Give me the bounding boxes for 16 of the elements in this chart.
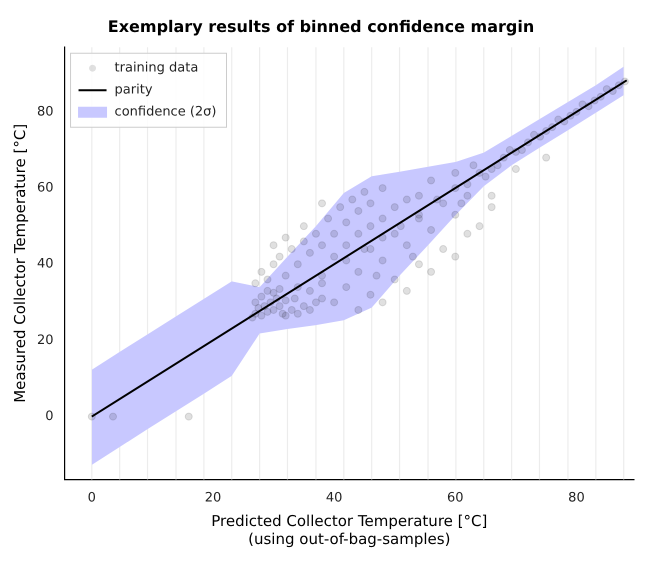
- x-tick-label: 0: [88, 490, 96, 506]
- x-tick-label: 20: [204, 490, 222, 506]
- y-tick-label: 20: [36, 332, 54, 348]
- x-tick-label: 40: [326, 490, 342, 506]
- y-tick-label: 80: [36, 104, 54, 120]
- y-tick-label: 60: [36, 180, 54, 196]
- x-tick-label: 80: [568, 490, 585, 506]
- y-tick-label: 0: [45, 408, 54, 424]
- x-tick-label: 60: [447, 490, 464, 506]
- y-tick-label: 40: [36, 256, 54, 272]
- legend-label: training data: [114, 60, 198, 76]
- chart-title: Exemplary results of binned confidence margin: [108, 16, 534, 36]
- legend-label: parity: [114, 82, 153, 98]
- legend-label: confidence (2σ): [114, 104, 216, 120]
- y-axis-title: Measured Collector Temperature [°C]: [10, 124, 29, 403]
- x-axis-title: Predicted Collector Temperature [°C] (using out-of-bag-samples): [211, 512, 488, 548]
